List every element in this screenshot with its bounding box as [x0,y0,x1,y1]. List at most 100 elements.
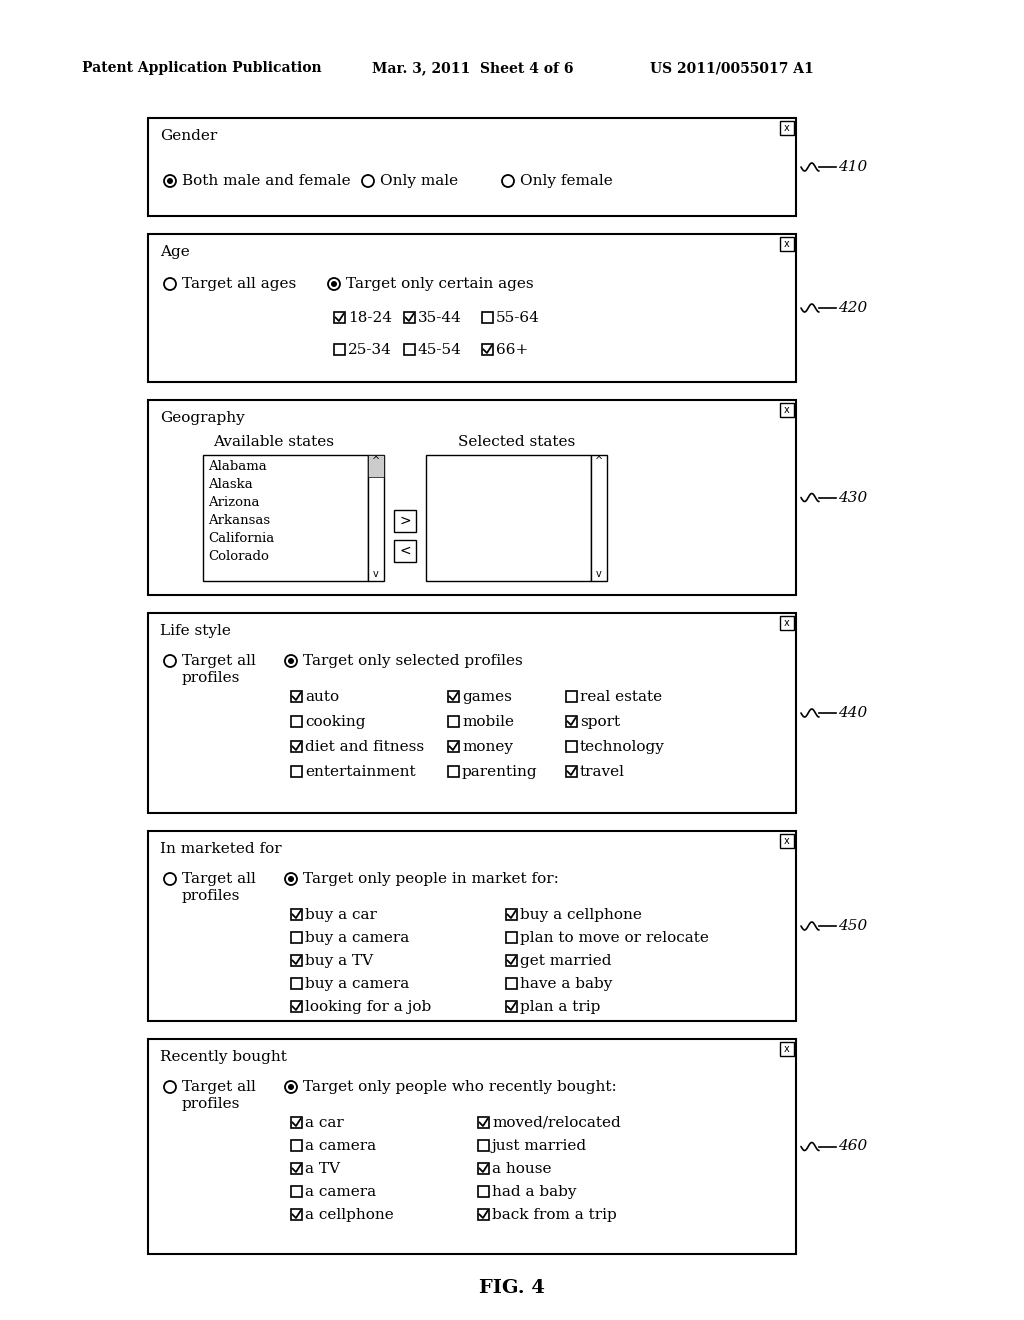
Bar [566,766,577,777]
Text: Arizona: Arizona [208,496,259,510]
Text: have a baby: have a baby [520,977,612,991]
Text: a TV: a TV [305,1162,340,1176]
Text: Geography: Geography [160,411,245,425]
Text: buy a camera: buy a camera [305,977,410,991]
Text: a camera: a camera [305,1185,376,1199]
Bar [291,978,302,989]
Text: Target all ages: Target all ages [182,277,296,290]
Bar [148,400,796,595]
Text: mobile: mobile [462,715,514,729]
Text: plan a trip: plan a trip [520,1001,600,1014]
Bar [449,690,459,702]
Text: technology: technology [580,741,665,754]
Bar [566,690,577,702]
Circle shape [164,176,176,187]
Bar [506,909,517,920]
Text: get married: get married [520,954,611,968]
Text: 18-24: 18-24 [348,312,392,325]
Bar [404,312,415,323]
Text: x: x [784,836,790,846]
Text: 410: 410 [838,160,867,174]
Bar [291,741,302,752]
Text: Alabama: Alabama [208,461,266,474]
Text: buy a cellphone: buy a cellphone [520,908,642,921]
Text: x: x [784,1044,790,1053]
Bar [780,834,794,847]
Text: profiles: profiles [182,1097,241,1111]
Bar [368,455,384,581]
Bar [478,1209,489,1220]
Bar [148,832,796,1020]
Text: Arkansas: Arkansas [208,515,270,528]
Text: buy a car: buy a car [305,908,377,921]
Bar [780,616,794,630]
Circle shape [285,1081,297,1093]
Bar [291,690,302,702]
Text: sport: sport [580,715,621,729]
Bar [506,954,517,966]
Text: Available states: Available states [213,436,334,449]
Text: Recently bought: Recently bought [160,1049,287,1064]
Circle shape [288,1084,294,1090]
Bar [148,1039,796,1254]
Bar [291,1001,302,1012]
Text: looking for a job: looking for a job [305,1001,431,1014]
Bar [482,312,493,323]
Circle shape [285,655,297,667]
Bar [148,612,796,813]
Text: plan to move or relocate: plan to move or relocate [520,931,709,945]
Circle shape [164,1081,176,1093]
Circle shape [285,873,297,884]
Text: buy a camera: buy a camera [305,931,410,945]
Text: entertainment: entertainment [305,766,416,779]
Text: parenting: parenting [462,766,538,779]
Text: US 2011/0055017 A1: US 2011/0055017 A1 [650,61,814,75]
Text: 460: 460 [838,1139,867,1154]
Text: Target only people who recently bought:: Target only people who recently bought: [303,1080,616,1094]
Bar [506,1001,517,1012]
Bar [203,455,368,581]
Text: Patent Application Publication: Patent Application Publication [82,61,322,75]
Bar [291,1117,302,1129]
Bar [478,1117,489,1129]
Circle shape [164,279,176,290]
Text: buy a TV: buy a TV [305,954,373,968]
Bar [449,766,459,777]
Text: x: x [784,618,790,628]
Circle shape [362,176,374,187]
Text: Colorado: Colorado [208,550,269,564]
Text: x: x [784,405,790,414]
Text: diet and fitness: diet and fitness [305,741,424,754]
Bar [334,312,345,323]
Text: a camera: a camera [305,1139,376,1152]
Text: Gender: Gender [160,129,217,143]
Text: Target all: Target all [182,1080,256,1094]
Text: Age: Age [160,246,189,259]
Text: a cellphone: a cellphone [305,1208,394,1222]
Circle shape [502,176,514,187]
Text: moved/relocated: moved/relocated [492,1115,621,1130]
Text: Both male and female: Both male and female [182,174,350,187]
Bar [291,715,302,727]
Text: ^: ^ [595,455,603,466]
Text: Target all: Target all [182,653,256,668]
Circle shape [288,657,294,664]
Text: had a baby: had a baby [492,1185,577,1199]
Bar [780,121,794,135]
Bar [148,234,796,381]
Text: 420: 420 [838,301,867,315]
Bar [506,978,517,989]
Bar [291,909,302,920]
Text: a house: a house [492,1162,552,1176]
Text: Selected states: Selected states [458,436,575,449]
Bar [426,455,591,581]
Bar [404,345,415,355]
Text: 55-64: 55-64 [496,312,540,325]
Text: 66+: 66+ [496,343,528,356]
Bar [148,117,796,216]
Bar [482,345,493,355]
Text: 440: 440 [838,706,867,719]
Bar [291,1185,302,1197]
Circle shape [164,655,176,667]
Text: Target only selected profiles: Target only selected profiles [303,653,522,668]
